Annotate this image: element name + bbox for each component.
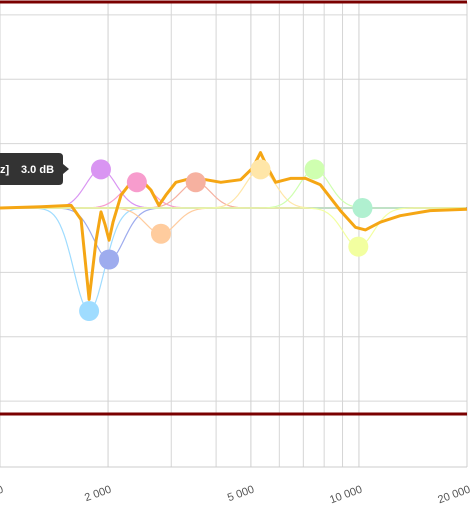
tooltip-box [0, 153, 69, 185]
band-handle [150, 223, 171, 244]
response-curve [0, 151, 468, 301]
x-tick-label: 10 000 [328, 484, 364, 507]
x-tick-label: 5 000 [226, 484, 256, 505]
tooltip-text: z] [0, 164, 10, 176]
tooltip-value: 3.0 dB [21, 164, 54, 176]
band-curve [0, 168, 466, 209]
band-handle [99, 249, 120, 270]
x-tick-label: 20 000 [436, 484, 472, 507]
band-handle [90, 159, 111, 180]
x-tick-label: 2 000 [83, 484, 113, 505]
band-curve [0, 207, 466, 312]
band-curve [0, 207, 466, 248]
band-handle [250, 159, 271, 180]
band-handle [126, 172, 147, 193]
x-tick-label: 1 000 [0, 484, 5, 505]
band-handle [304, 159, 325, 180]
tooltip: z] 3.0 dB [0, 153, 69, 185]
band-curve [0, 168, 466, 209]
band-curve [0, 207, 466, 235]
band-handle [348, 236, 369, 257]
band-curve [0, 168, 466, 209]
band-handle [352, 198, 373, 218]
band-handle [79, 301, 100, 321]
band-handle [185, 172, 206, 193]
